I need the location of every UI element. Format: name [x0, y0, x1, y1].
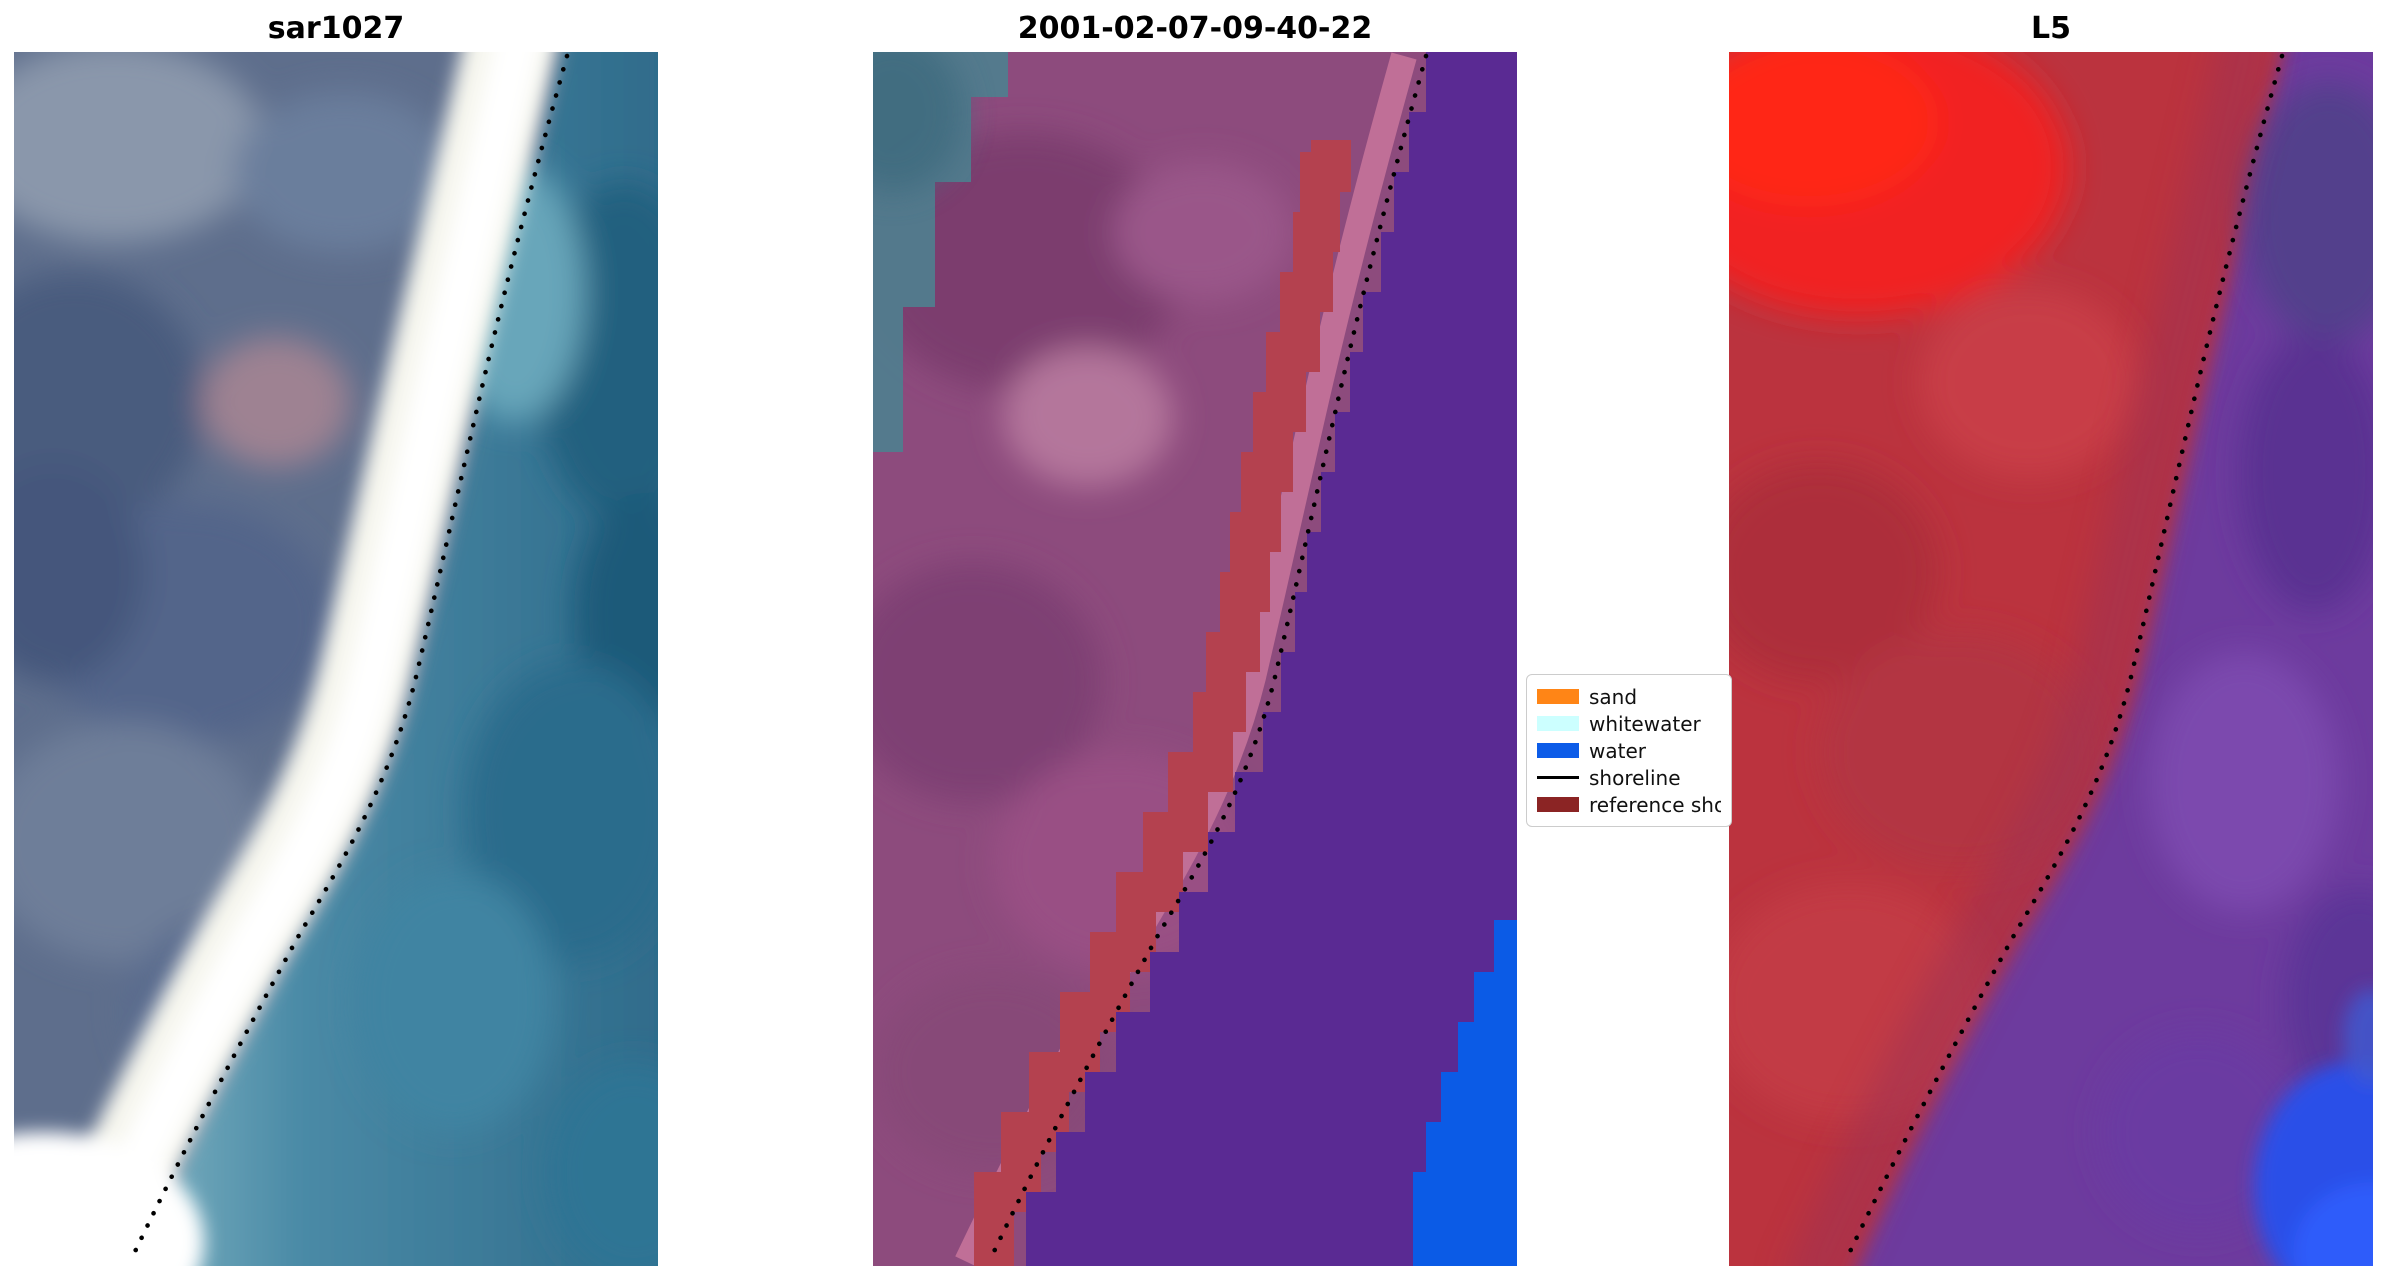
- classified-image-canvas: [873, 52, 1517, 1266]
- legend-label-water: water: [1589, 738, 1646, 763]
- reference-shoreline-band: [974, 140, 1351, 1266]
- shoreline-dots: [127, 53, 570, 1265]
- land-texture: [14, 52, 454, 1112]
- legend-label-reference-shoreline: reference sho: [1589, 792, 1721, 817]
- panel-title-classified: 2001-02-07-09-40-22: [1017, 11, 1373, 46]
- legend: sand whitewater water shoreline referenc…: [1526, 674, 1732, 827]
- panel-classified: 2001-02-07-09-40-22: [873, 12, 1517, 1266]
- shoreline-line-icon: [1537, 776, 1579, 779]
- sar1027-image: [14, 52, 658, 1266]
- water-swatch-icon: [1537, 743, 1579, 758]
- sea-region: [1856, 52, 2373, 1266]
- classified-water-region: [1026, 52, 1517, 1266]
- l5-image-canvas: [1729, 52, 2373, 1266]
- legend-item-water: water: [1537, 737, 1721, 764]
- classified-image: [873, 52, 1517, 1266]
- whitewater-swatch-icon: [1537, 716, 1579, 731]
- panel-title-l5: L5: [2031, 11, 2071, 46]
- legend-item-shoreline: shoreline: [1537, 764, 1721, 791]
- l5-image: [1729, 52, 2373, 1266]
- shoreline-dots: [986, 53, 1429, 1265]
- surf-band-core: [66, 52, 540, 1266]
- legend-item-whitewater: whitewater: [1537, 710, 1721, 737]
- sand-swatch-icon: [1537, 689, 1579, 704]
- sea-texture: [354, 162, 658, 1266]
- legend-label-shoreline: shoreline: [1589, 765, 1681, 790]
- legend-label-sand: sand: [1589, 684, 1638, 709]
- water-patch: [1413, 920, 1517, 1266]
- panel-title-sar1027: sar1027: [267, 11, 405, 46]
- water-patch: [2254, 989, 2373, 1266]
- reference-shoreline-swatch-icon: [1537, 797, 1579, 812]
- legend-item-reference-shoreline: reference sho: [1537, 791, 1721, 818]
- shoreline-dots: [1842, 53, 2285, 1265]
- legend-label-whitewater: whitewater: [1589, 711, 1701, 736]
- legend-item-sand: sand: [1537, 683, 1721, 710]
- panel-l5: L5: [1729, 12, 2373, 1266]
- sar1027-image-canvas: [14, 52, 658, 1266]
- panel-sar1027: sar1027: [14, 12, 658, 1266]
- sea-texture: [2099, 82, 2373, 1232]
- shore-mix-band: [1788, 52, 2275, 1266]
- surf-corner: [14, 1132, 204, 1266]
